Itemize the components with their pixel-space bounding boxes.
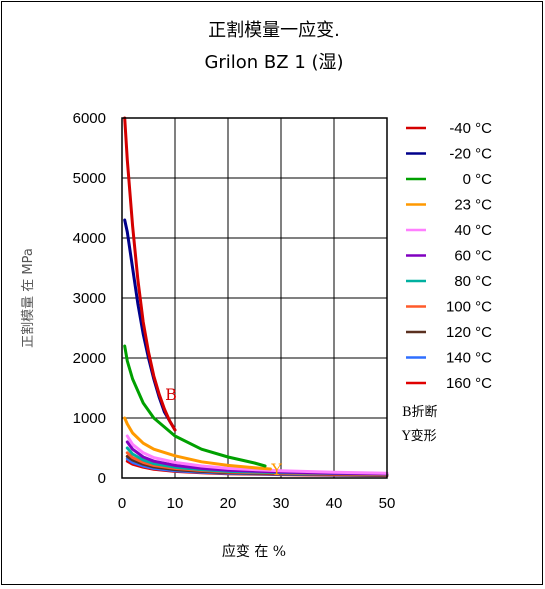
legend-label-8: 120 °C bbox=[446, 324, 492, 341]
y-tick-labels: 0 1000 2000 3000 4000 5000 6000 bbox=[73, 110, 106, 487]
series-line-4 bbox=[125, 434, 389, 475]
series-line-2 bbox=[123, 344, 267, 468]
y-tick-label: 0 bbox=[98, 470, 106, 487]
series-line-3 bbox=[123, 416, 272, 471]
legend-label-2: 0 °C bbox=[463, 171, 493, 188]
series-end-marker-3: Y bbox=[270, 460, 282, 479]
notes: B折断 Y变形 bbox=[401, 405, 438, 444]
y-tick-label: 2000 bbox=[73, 350, 106, 367]
series-line-0 bbox=[123, 116, 177, 432]
x-tick-label: 50 bbox=[379, 495, 396, 512]
x-tick-label: 0 bbox=[118, 495, 126, 512]
legend: -40 °C -20 °C 0 °C 23 °C 40 °C 60 °C 80 °C 100 … bbox=[406, 120, 492, 392]
y-axis-label: 正割模量 在 MPa bbox=[20, 248, 36, 348]
legend-label-4: 40 °C bbox=[454, 222, 492, 239]
x-tick-label: 20 bbox=[220, 495, 237, 512]
y-tick-label: 3000 bbox=[73, 290, 106, 307]
x-tick-label: 30 bbox=[273, 495, 290, 512]
legend-label-6: 80 °C bbox=[454, 273, 492, 290]
x-tick-label: 40 bbox=[326, 495, 343, 512]
legend-label-1: -20 °C bbox=[449, 146, 492, 163]
plot-area-border bbox=[121, 117, 388, 479]
y-tick-label: 1000 bbox=[73, 410, 106, 427]
y-tick-label: 5000 bbox=[73, 170, 106, 187]
y-tick-label: 4000 bbox=[73, 230, 106, 247]
legend-label-5: 60 °C bbox=[454, 248, 492, 265]
legend-label-9: 140 °C bbox=[446, 350, 492, 367]
x-tick-labels: 0 10 20 30 40 50 bbox=[118, 495, 396, 512]
x-axis-label: 应变 在 % bbox=[222, 543, 286, 560]
legend-label-7: 100 °C bbox=[446, 299, 492, 316]
series-end-marker-0: B bbox=[165, 385, 177, 404]
legend-label-0: -40 °C bbox=[449, 120, 492, 137]
note-0: B折断 bbox=[402, 405, 438, 420]
legend-label-10: 160 °C bbox=[446, 375, 492, 392]
chart-subtitle: Grilon BZ 1 (湿) bbox=[204, 52, 343, 73]
y-tick-label: 6000 bbox=[73, 110, 106, 127]
legend-label-3: 23 °C bbox=[454, 197, 492, 214]
note-1: Y变形 bbox=[401, 428, 437, 444]
x-tick-label: 10 bbox=[167, 495, 184, 512]
chart-title: 正割模量一应变. bbox=[208, 20, 340, 41]
series-layer: YB bbox=[123, 116, 389, 479]
